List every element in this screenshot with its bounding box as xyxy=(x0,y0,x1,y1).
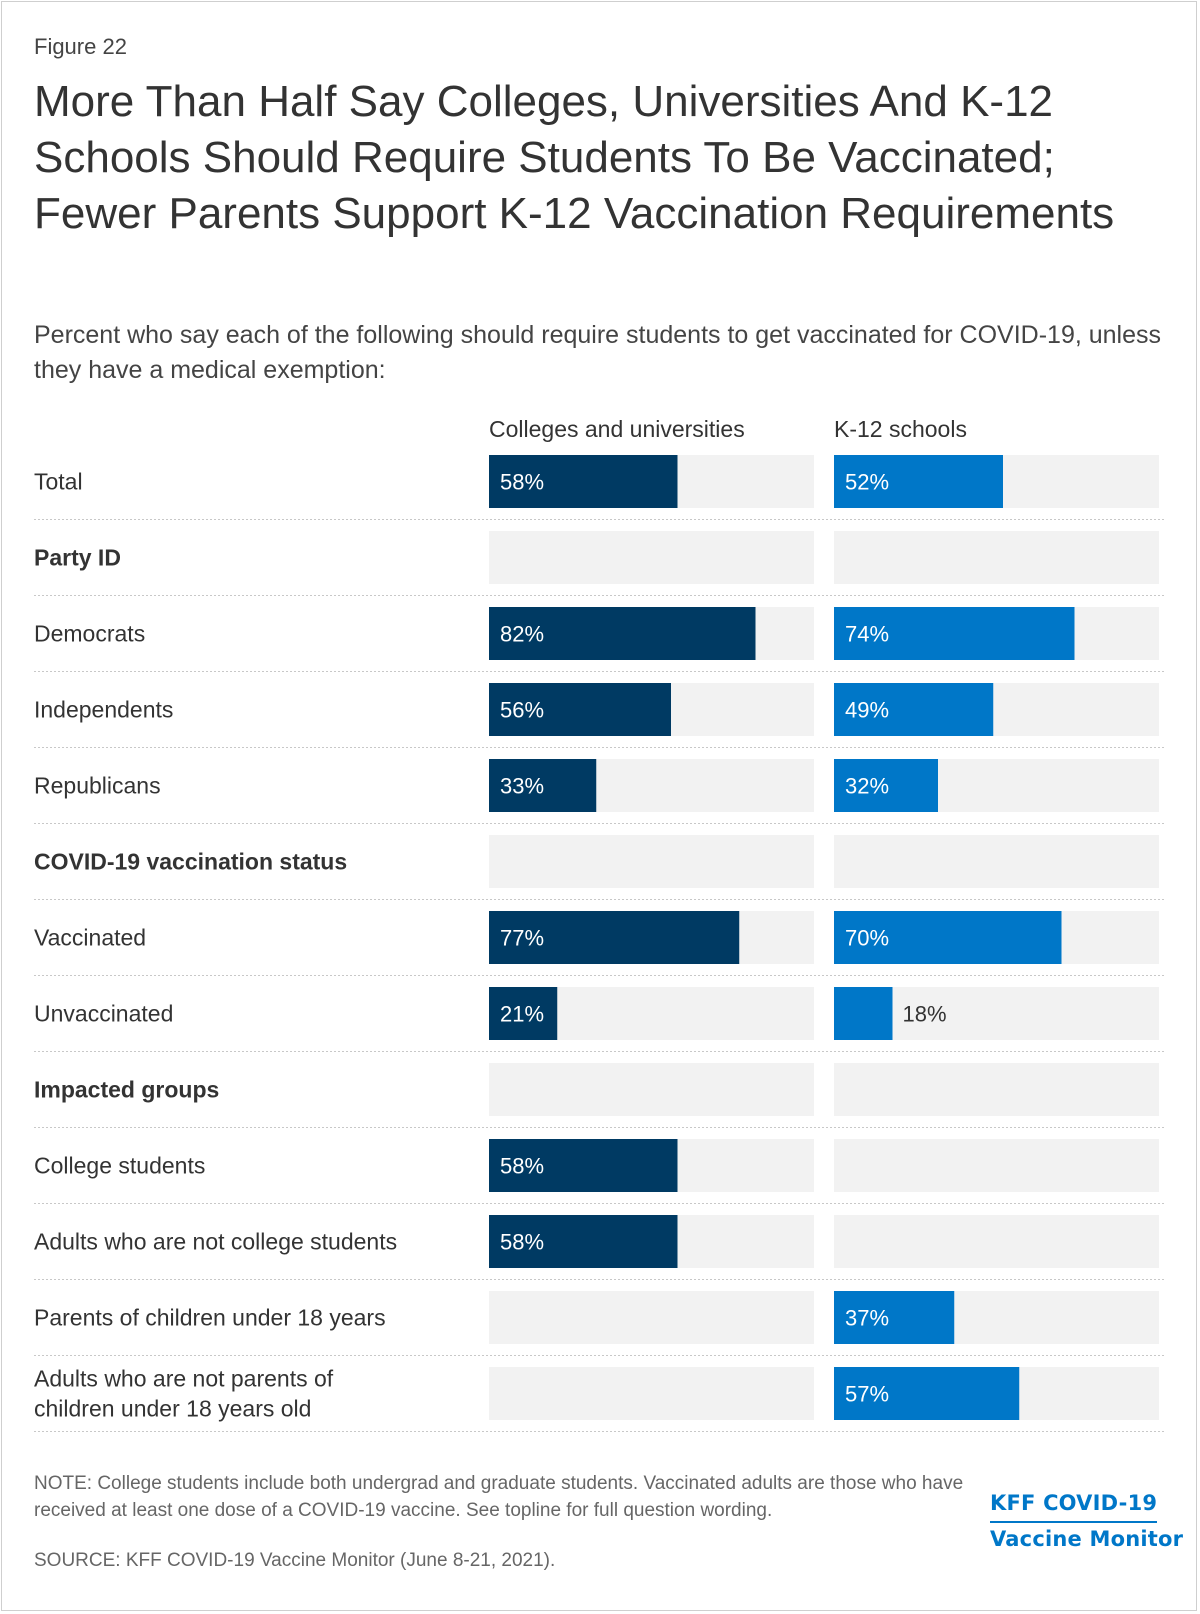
data-label-colleges-adults-who-are-not-college-students: 58% xyxy=(500,1230,544,1255)
row-label-total: Total xyxy=(34,469,83,495)
bar-track-colleges xyxy=(489,531,814,584)
bar-k12-total xyxy=(834,455,1003,508)
bar-track-colleges xyxy=(489,835,814,888)
data-label-k12-vaccinated: 70% xyxy=(845,926,889,951)
bar-k12-independents xyxy=(834,683,994,736)
data-label-k12-total: 52% xyxy=(845,470,889,495)
row-label-democrats: Democrats xyxy=(34,621,145,647)
logo-line-2: Vaccine Monitor xyxy=(990,1527,1184,1551)
bar-colleges-vaccinated xyxy=(489,911,740,964)
row-label-line: Party ID xyxy=(34,545,121,571)
bar-k12-vaccinated xyxy=(834,911,1062,964)
chart-note: NOTE: College students include both unde… xyxy=(34,1473,964,1521)
data-label-k12-independents: 49% xyxy=(845,698,889,723)
row-label-line: College students xyxy=(34,1153,205,1179)
row-label-adults-who-are-not-parents-of-children-under-18-years-old: Adults who are not parents of children un… xyxy=(34,1366,334,1422)
row-label-vaccinated: Vaccinated xyxy=(34,925,146,951)
bar-track-k12 xyxy=(834,1063,1159,1116)
data-label-colleges-republicans: 33% xyxy=(500,774,544,799)
bar-colleges-independents xyxy=(489,683,671,736)
kff-logo: KFF COVID-19 Vaccine Monitor xyxy=(990,1487,1183,1556)
data-label-k12-republicans: 32% xyxy=(845,774,889,799)
row-label-independents: Independents xyxy=(34,697,173,723)
bar-k12-adults-who-are-not-parents-of-children-under-18-years-old xyxy=(834,1367,1020,1420)
bar-colleges-college-students xyxy=(489,1139,678,1192)
bar-track-k12 xyxy=(834,835,1159,888)
chart-source: SOURCE: KFF COVID-19 Vaccine Monitor (Ju… xyxy=(34,1550,556,1571)
bar-colleges-unvaccinated xyxy=(489,987,558,1040)
series-header-k12: K-12 schools xyxy=(834,416,967,442)
bar-track-k12 xyxy=(834,1215,1159,1268)
row-label-line: children under 18 years old xyxy=(34,1396,311,1422)
bar-colleges-total xyxy=(489,455,678,508)
row-label-party-id: Party ID xyxy=(34,545,121,571)
data-label-k12-adults-who-are-not-parents-of-children-under-18-years-old: 57% xyxy=(845,1382,889,1407)
bar-track-colleges xyxy=(489,1063,814,1116)
row-label-line: Parents of children under 18 years xyxy=(34,1305,386,1331)
row-label-republicans: Republicans xyxy=(34,773,161,799)
row-label-unvaccinated: Unvaccinated xyxy=(34,1001,173,1027)
row-label-college-students: College students xyxy=(34,1153,205,1179)
bar-track-colleges xyxy=(489,1291,814,1344)
data-label-k12-unvaccinated: 18% xyxy=(903,1002,947,1027)
row-label-line: COVID-19 vaccination status xyxy=(34,849,347,875)
row-label-line: Republicans xyxy=(34,773,161,799)
bar-k12-democrats xyxy=(834,607,1075,660)
data-label-colleges-vaccinated: 77% xyxy=(500,926,544,951)
row-label-adults-who-are-not-college-students: Adults who are not college students xyxy=(34,1229,397,1255)
row-label-line: Independents xyxy=(34,697,173,723)
figure-label: Figure 22 xyxy=(34,34,127,59)
bar-k12-unvaccinated xyxy=(834,987,893,1040)
bar-track-k12 xyxy=(834,1139,1159,1192)
data-label-colleges-independents: 56% xyxy=(500,698,544,723)
data-label-colleges-college-students: 58% xyxy=(500,1154,544,1179)
data-label-colleges-democrats: 82% xyxy=(500,622,544,647)
chart-subtitle: Percent who say each of the following sh… xyxy=(34,321,1162,384)
logo-line-1: KFF COVID-19 xyxy=(990,1487,1158,1523)
row-label-line: Democrats xyxy=(34,621,145,647)
row-label-line: Unvaccinated xyxy=(34,1001,173,1027)
data-label-k12-democrats: 74% xyxy=(845,622,889,647)
bar-chart: Total 58% 52% Party ID Democrats 82% 74% Indepe… xyxy=(34,455,1166,1432)
data-label-colleges-unvaccinated: 21% xyxy=(500,1002,544,1027)
row-label-parents-of-children-under-18-years: Parents of children under 18 years xyxy=(34,1305,386,1331)
row-label-line: Vaccinated xyxy=(34,925,146,951)
chart-title: More Than Half Say Colleges, Universitie… xyxy=(34,77,1115,238)
bar-track-colleges xyxy=(489,1367,814,1420)
data-label-k12-parents-of-children-under-18-years: 37% xyxy=(845,1306,889,1331)
row-label-line: Adults who are not college students xyxy=(34,1229,397,1255)
row-label-line: Total xyxy=(34,469,83,495)
bar-track-k12 xyxy=(834,531,1159,584)
data-label-colleges-total: 58% xyxy=(500,470,544,495)
row-label-line: Adults who are not parents of xyxy=(34,1366,334,1392)
bar-colleges-adults-who-are-not-college-students xyxy=(489,1215,678,1268)
row-label-impacted-groups: Impacted groups xyxy=(34,1077,219,1103)
bar-colleges-democrats xyxy=(489,607,756,660)
series-header-colleges: Colleges and universities xyxy=(489,416,745,442)
bar-k12-parents-of-children-under-18-years xyxy=(834,1291,955,1344)
row-label-line: Impacted groups xyxy=(34,1077,219,1103)
bar-colleges-republicans xyxy=(489,759,597,812)
row-label-covid-19-vaccination-status: COVID-19 vaccination status xyxy=(34,849,347,875)
bar-k12-republicans xyxy=(834,759,938,812)
